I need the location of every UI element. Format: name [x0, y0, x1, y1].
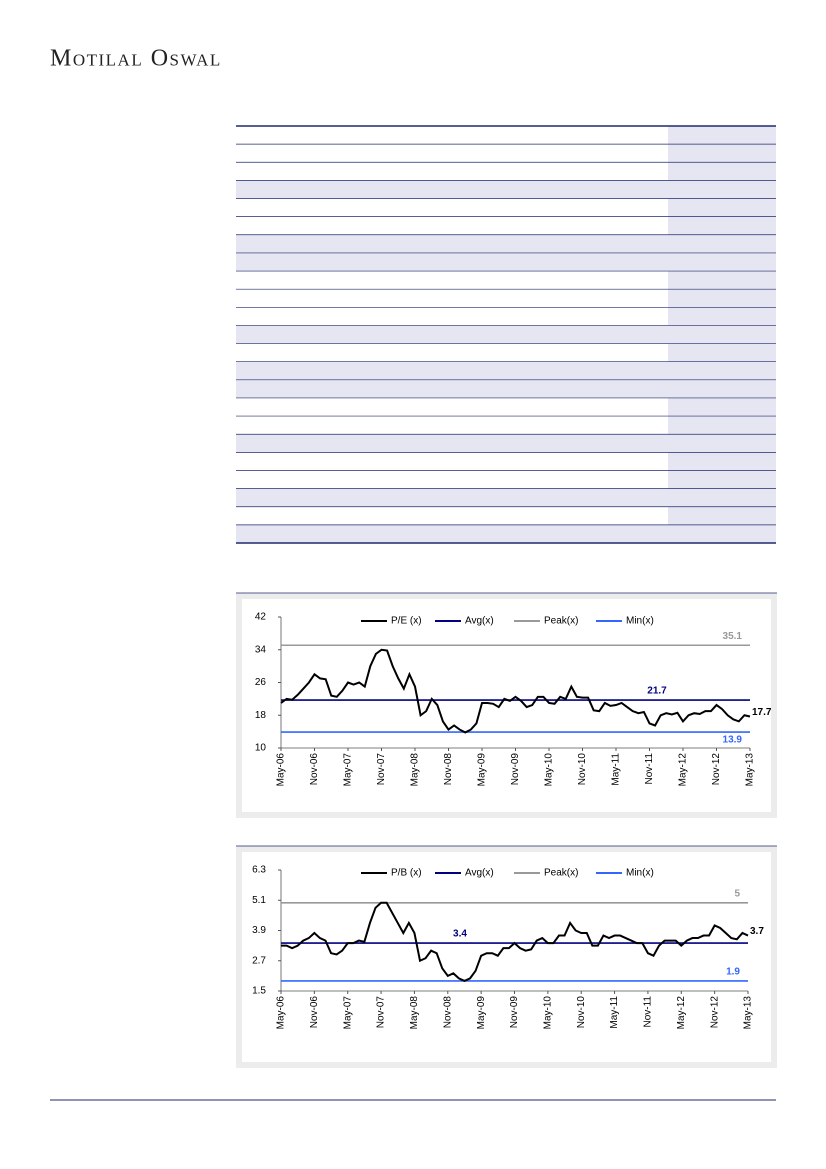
y-tick-label: 18: [255, 710, 267, 721]
x-tick-label: May-07: [343, 753, 354, 787]
legend-label: P/B (x): [391, 868, 422, 879]
x-tick-label: May-12: [676, 996, 687, 1030]
table-col-shade: [668, 343, 776, 362]
table-col-shade: [668, 216, 776, 235]
x-tick-label: May-09: [476, 996, 487, 1030]
x-tick-label: May-12: [678, 753, 689, 787]
table-row-shade: [236, 379, 776, 398]
table-col-shade: [668, 506, 776, 525]
table-row-shade: [236, 325, 776, 344]
legend-label: Peak(x): [544, 616, 578, 627]
x-tick-label: Nov-06: [309, 996, 320, 1029]
x-tick-label: May-07: [342, 996, 353, 1030]
table-col-shade: [668, 452, 776, 471]
x-tick-label: May-11: [609, 996, 620, 1029]
y-tick-label: 10: [255, 743, 267, 754]
legend-label: Min(x): [626, 616, 654, 627]
table-row-shade: [236, 180, 776, 199]
table-row-shade: [236, 434, 776, 453]
table-col-shade: [668, 416, 776, 435]
table-row-shade: [236, 361, 776, 380]
legend-label: Avg(x): [465, 616, 494, 627]
series-line: [280, 648, 751, 734]
last-value-label: 17.7: [752, 707, 772, 718]
y-tick-label: 2.7: [252, 955, 266, 966]
y-tick-label: 34: [255, 644, 267, 655]
x-tick-label: May-10: [542, 996, 553, 1030]
reference-label: 35.1: [723, 631, 743, 642]
x-tick-label: Nov-12: [709, 996, 720, 1029]
reference-label: 5: [734, 888, 740, 899]
y-tick-label: 42: [255, 612, 267, 623]
x-tick-label: May-10: [544, 753, 555, 787]
chart-panel: [242, 852, 771, 1062]
x-tick-label: Nov-06: [309, 753, 320, 786]
table-col-shade: [668, 470, 776, 489]
table-col-shade: [668, 271, 776, 290]
table-col-shade: [668, 162, 776, 181]
x-tick-label: May-06: [276, 753, 287, 787]
brand: Motilal Oswal: [50, 46, 222, 72]
x-tick-label: Nov-10: [576, 996, 587, 1029]
legend-label: Avg(x): [465, 868, 494, 879]
y-tick-label: 6.3: [252, 865, 266, 876]
x-tick-label: May-13: [745, 753, 756, 787]
x-tick-label: May-08: [409, 996, 420, 1030]
x-tick-label: Nov-07: [376, 753, 387, 786]
table-col-shade: [668, 198, 776, 217]
x-tick-label: Nov-12: [711, 753, 722, 786]
legend-label: P/E (x): [391, 616, 422, 627]
x-tick-label: May-13: [743, 996, 754, 1030]
x-tick-label: May-11: [611, 753, 622, 786]
y-tick-label: 1.5: [252, 986, 266, 997]
x-tick-label: Nov-08: [442, 996, 453, 1029]
x-tick-label: May-06: [276, 996, 287, 1030]
x-tick-label: May-09: [477, 753, 488, 787]
y-tick-label: 3.9: [252, 925, 266, 936]
table: [236, 125, 776, 544]
y-tick-label: 5.1: [252, 895, 266, 906]
table-row-shade: [236, 234, 776, 253]
table-row-shade: [236, 488, 776, 507]
chart-panel: [242, 599, 771, 812]
reference-label: 1.9: [726, 967, 740, 978]
table-col-shade: [668, 126, 776, 145]
reference-label: 3.4: [453, 929, 467, 940]
x-tick-label: Nov-11: [643, 996, 654, 1028]
x-tick-label: Nov-08: [443, 753, 454, 786]
legend-label: Min(x): [626, 868, 654, 879]
x-tick-label: Nov-11: [644, 753, 655, 785]
table-row-shade: [236, 252, 776, 272]
table-row-shade: [236, 524, 776, 543]
x-tick-label: Nov-10: [577, 753, 588, 786]
y-tick-label: 26: [255, 677, 267, 688]
table-col-shade: [668, 307, 776, 326]
reference-label: 21.7: [647, 686, 667, 697]
x-tick-label: Nov-07: [376, 996, 387, 1029]
x-tick-label: May-08: [410, 753, 421, 787]
table-col-shade: [668, 397, 776, 417]
x-tick-label: Nov-09: [509, 996, 520, 1029]
x-tick-label: Nov-09: [510, 753, 521, 786]
last-value-label: 3.7: [750, 926, 764, 937]
table-col-shade: [668, 289, 776, 308]
table-col-shade: [668, 144, 776, 163]
series-line: [281, 901, 749, 983]
legend-label: Peak(x): [544, 868, 578, 879]
reference-label: 13.9: [723, 735, 743, 746]
